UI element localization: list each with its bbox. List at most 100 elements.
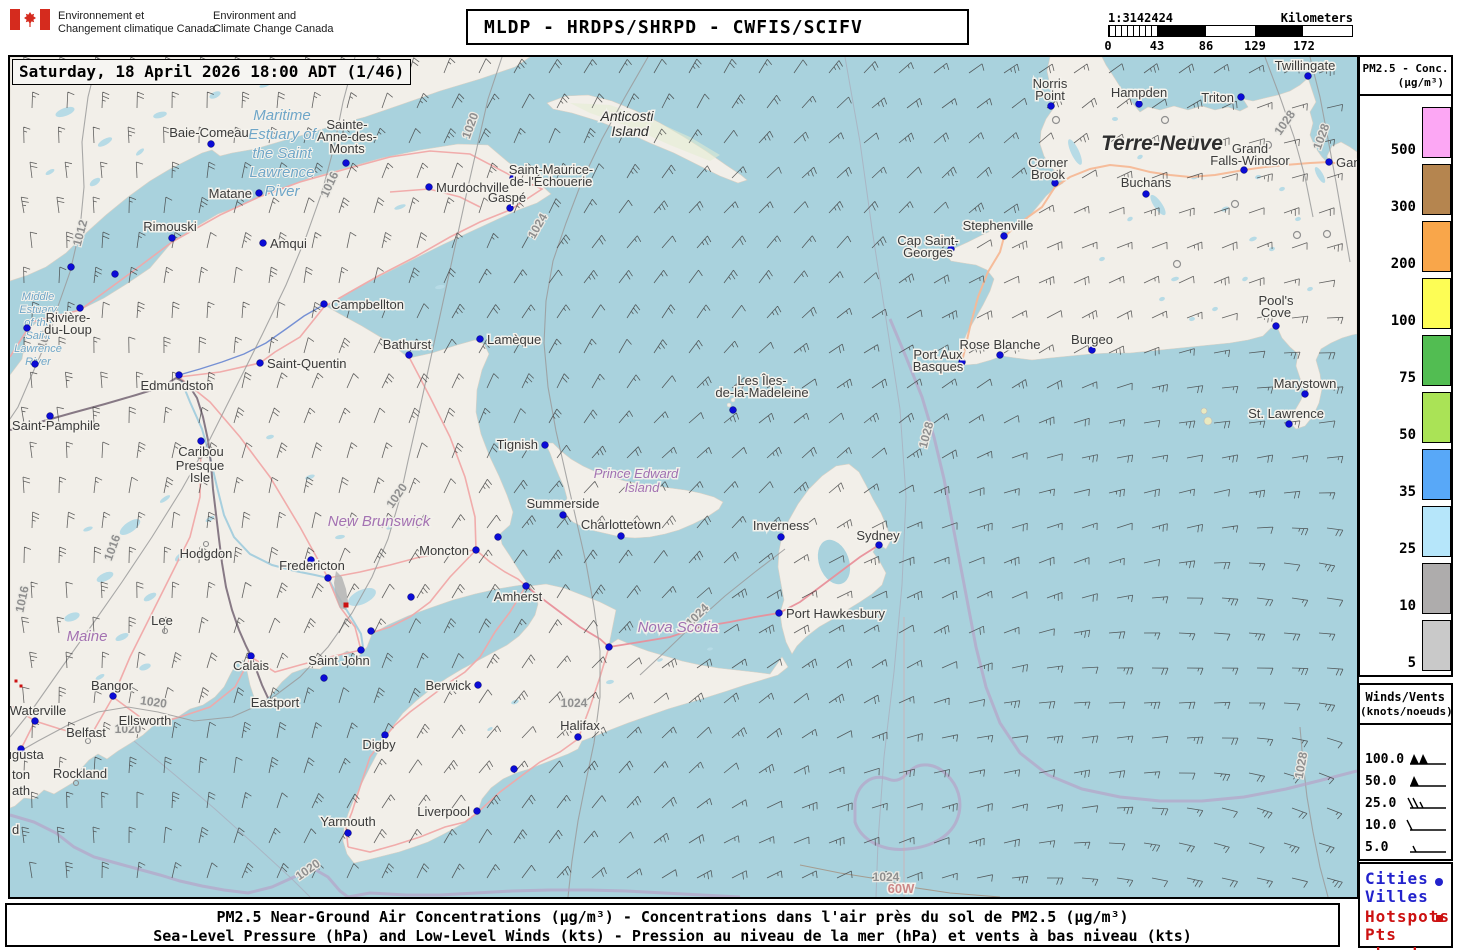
lake: [606, 679, 614, 685]
pm25-swatch-75: [1422, 335, 1451, 386]
scale-segment: [1206, 26, 1255, 36]
isobar-1012: [10, 57, 99, 420]
city-label: Tignish: [497, 437, 538, 452]
saint-john-river: [178, 374, 364, 648]
road-ns-tch: [525, 544, 880, 648]
pm25-legend: PM2.5 - Conc. (µg/m³) 500 300 200 100 75 50 35…: [1358, 55, 1453, 677]
pm25-value-label: 25: [1399, 541, 1416, 557]
town-label: Belfast: [66, 725, 106, 740]
lake: [394, 204, 406, 210]
city-dot: [476, 335, 484, 343]
scale-segment: [1157, 26, 1207, 36]
pm25-value-label: 35: [1399, 484, 1416, 500]
winds-legend-title: Winds/Vents: [1365, 690, 1445, 704]
city-label: Basques: [913, 359, 964, 374]
city-dot: [473, 807, 481, 815]
scale-tick: 129: [1244, 39, 1266, 53]
city-label: Lamèque: [487, 332, 541, 347]
town-ring: [1160, 115, 1170, 125]
scale-tick: 86: [1198, 39, 1214, 53]
pm25-value-label: 5: [1407, 655, 1416, 671]
city-label: Saint-Pamphile: [12, 418, 100, 433]
city-label: Stephenville: [963, 218, 1034, 233]
road-ns-101: [345, 585, 527, 848]
lake: [335, 534, 345, 540]
road-nfld-tch: [961, 160, 1357, 363]
water-body-label: Middle: [22, 291, 54, 303]
city-label: Cap Saint-: [897, 233, 958, 248]
city-dot: [775, 609, 783, 617]
city-label: Campbellton: [331, 297, 404, 312]
lake: [119, 518, 141, 536]
lake: [1159, 296, 1165, 302]
isobar-1028: [1264, 57, 1314, 218]
town-label: Eastport: [251, 695, 300, 710]
legend-divider: [1360, 94, 1451, 96]
lake: [139, 663, 151, 671]
lake: [707, 647, 713, 651]
city-label: Norris: [1033, 76, 1068, 91]
lake: [657, 658, 663, 662]
city-dot: [1325, 158, 1333, 166]
town-ring: [1230, 199, 1240, 209]
legend-divider: [1360, 723, 1451, 725]
lake: [1137, 154, 1143, 160]
city-dot: [168, 234, 176, 242]
st-pierre-island: [1200, 407, 1208, 415]
hotspots-label-fr: Pts chauds: [1365, 925, 1428, 950]
pm25-value-label: 10: [1399, 598, 1416, 614]
city-dot: [472, 546, 480, 554]
cities-label-fr: Villes: [1365, 887, 1429, 906]
city-dot: [777, 533, 785, 541]
city-label: Rimouski: [143, 219, 197, 234]
city-label: Waterville: [10, 703, 66, 718]
winds-legend-units: (knots/noeuds): [1360, 705, 1453, 718]
city-label: Monts: [329, 141, 365, 156]
city-dot: [729, 406, 737, 414]
city-dot: [31, 717, 39, 725]
lake: [1189, 316, 1195, 322]
road-nb-2: [178, 376, 329, 579]
wind-speed-row: 100.0: [1360, 750, 1451, 770]
land-anticosti: [546, 94, 748, 184]
isobar-value-label: 1024: [873, 870, 900, 884]
city-dot: [425, 183, 433, 191]
city-dot: [1047, 102, 1055, 110]
lake: [1314, 167, 1326, 183]
canada-flag-icon: [10, 9, 50, 30]
road-qc-murdochville: [389, 188, 481, 208]
isobar-1024-south: [799, 864, 1001, 897]
map-caption: PM2.5 Near-Ground Air Concentrations (µg…: [5, 903, 1340, 947]
town-ring: [1172, 259, 1182, 269]
city-label: Augusta: [10, 747, 44, 762]
city-label: Moncton: [419, 543, 469, 558]
land-gaspe-newbrunswick-maine: [10, 143, 552, 809]
forecast-map: 1012 1012 1016 1016 1016 1020 1020 1020 1020 1020…: [8, 55, 1359, 899]
city-label: Baie-Comeau: [169, 125, 249, 140]
city-label: Yarmouth: [320, 814, 375, 829]
city-dot: [1237, 93, 1245, 101]
city-dot: [875, 541, 883, 549]
pm25-value-label: 100: [1390, 313, 1416, 329]
town-label: Isle: [190, 470, 210, 485]
city-label: Matane: [209, 186, 252, 201]
cities-label-en: Cities: [1365, 869, 1429, 888]
city-dot: [357, 646, 365, 654]
markers-legend: Cities Villes Hotspots Pts chauds: [1358, 862, 1453, 950]
lake: [143, 592, 157, 602]
scale-segment: [1303, 26, 1352, 36]
department-name-french: Environnement et Changement climatique Ca…: [58, 10, 216, 35]
water-body-label: Lawrence: [14, 343, 62, 355]
lake: [1255, 174, 1261, 180]
city-dot: [506, 204, 514, 212]
city-label-clipped: ton: [12, 767, 30, 782]
land-quebec-north-shore: [10, 57, 531, 282]
lake: [1212, 306, 1218, 312]
madeleine-island: [735, 393, 739, 397]
city-label: Saint-Quentin: [267, 356, 347, 371]
lake: [1295, 216, 1301, 222]
town-label: Ellsworth: [119, 713, 172, 728]
water-body-label: Estuary of: [248, 126, 317, 143]
road-nb-11: [408, 356, 477, 551]
lake: [1150, 194, 1166, 216]
